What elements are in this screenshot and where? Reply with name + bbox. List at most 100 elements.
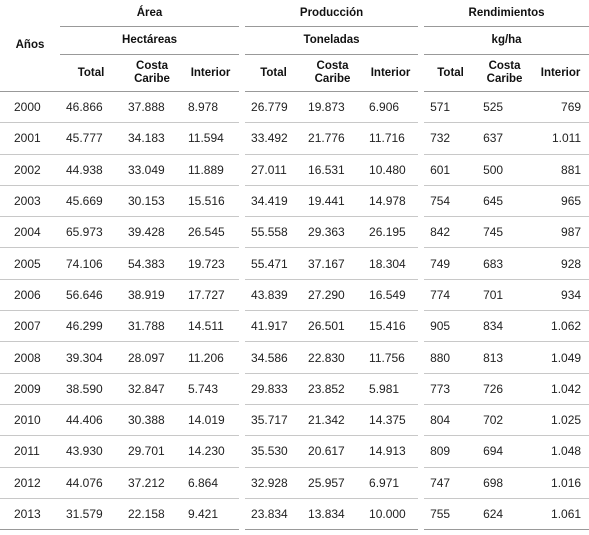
cell-yield-interior: 1.048 <box>532 435 589 468</box>
col-header-yield-total: Total <box>418 54 478 92</box>
cell-yield-total: 749 <box>418 247 478 280</box>
cell-production-costa: 19.873 <box>302 91 364 124</box>
cell-yield-costa: 701 <box>477 279 533 312</box>
cell-area-interior: 17.727 <box>182 279 243 312</box>
cell-yield-total: 601 <box>418 154 478 186</box>
cell-yield-total: 842 <box>418 216 478 249</box>
cell-area-costa: 37.888 <box>122 91 182 124</box>
cell-production-total: 33.492 <box>239 122 303 155</box>
cell-area-interior: 15.516 <box>182 185 243 218</box>
cell-yield-costa: 694 <box>477 435 533 468</box>
cell-area-costa: 38.919 <box>122 279 182 312</box>
cell-yield-costa: 683 <box>477 247 533 280</box>
cell-production-interior: 18.304 <box>363 247 422 280</box>
cell-production-total: 29.833 <box>239 373 303 405</box>
cell-production-total: 32.928 <box>239 467 303 499</box>
cell-area-interior: 8.978 <box>182 91 243 124</box>
cell-production-total: 35.530 <box>239 435 303 468</box>
cell-area-interior: 11.206 <box>182 341 243 374</box>
year-cell: 2006 <box>0 279 60 312</box>
cell-yield-total: 747 <box>418 467 478 499</box>
cell-yield-total: 804 <box>418 404 478 437</box>
cell-production-total: 55.471 <box>239 247 303 280</box>
cell-area-total: 65.973 <box>60 216 122 249</box>
cell-yield-interior: 1.049 <box>532 341 589 374</box>
table-row: 2008 39.304 28.097 11.206 34.586 22.830 11.756… <box>0 341 589 374</box>
cell-yield-total: 905 <box>418 310 478 343</box>
cell-production-interior: 6.971 <box>363 467 422 499</box>
cell-area-interior: 19.723 <box>182 247 243 280</box>
cell-production-interior: 26.195 <box>363 216 422 249</box>
cell-yield-interior: 1.061 <box>532 498 589 531</box>
cell-yield-total: 755 <box>418 498 478 531</box>
cell-production-interior: 10.000 <box>363 498 422 531</box>
year-cell: 2004 <box>0 216 60 249</box>
table-header: Años Área Producción Rendimientos Hectár… <box>0 0 589 92</box>
cell-production-costa: 27.290 <box>302 279 364 312</box>
table-row: 2009 38.590 32.847 5.743 29.833 23.852 5.981 77… <box>0 373 589 405</box>
cell-area-total: 44.406 <box>60 404 122 437</box>
year-cell: 2002 <box>0 154 60 186</box>
cell-production-total: 34.419 <box>239 185 303 218</box>
col-header-yield-costa: Costa Caribe <box>477 54 533 92</box>
year-cell: 2009 <box>0 373 60 405</box>
table-row: 2013 31.579 22.158 9.421 23.834 13.834 10.000 7… <box>0 498 589 531</box>
cell-area-total: 39.304 <box>60 341 122 374</box>
cell-yield-interior: 881 <box>532 154 589 186</box>
cell-area-costa: 32.847 <box>122 373 182 405</box>
cell-production-costa: 13.834 <box>302 498 364 531</box>
cell-area-total: 74.106 <box>60 247 122 280</box>
group-unit-yield: kg/ha <box>418 26 589 55</box>
cell-yield-costa: 525 <box>477 91 533 124</box>
cell-area-interior: 26.545 <box>182 216 243 249</box>
cell-production-costa: 19.441 <box>302 185 364 218</box>
cell-yield-costa: 702 <box>477 404 533 437</box>
cell-yield-costa: 500 <box>477 154 533 186</box>
group-title-yield: Rendimientos <box>418 0 589 27</box>
cell-area-costa: 54.383 <box>122 247 182 280</box>
cell-yield-costa: 726 <box>477 373 533 405</box>
cell-yield-total: 732 <box>418 122 478 155</box>
cell-yield-total: 809 <box>418 435 478 468</box>
cell-production-interior: 14.375 <box>363 404 422 437</box>
col-header-production-costa: Costa Caribe <box>302 54 364 92</box>
cell-production-total: 26.779 <box>239 91 303 124</box>
cell-yield-total: 773 <box>418 373 478 405</box>
cell-area-total: 38.590 <box>60 373 122 405</box>
year-cell: 2007 <box>0 310 60 343</box>
year-cell: 2000 <box>0 91 60 124</box>
cell-production-costa: 37.167 <box>302 247 364 280</box>
table-row: 2006 56.646 38.919 17.727 43.839 27.290 16.549… <box>0 279 589 312</box>
cell-production-interior: 10.480 <box>363 154 422 186</box>
cell-yield-interior: 1.042 <box>532 373 589 405</box>
cell-yield-interior: 987 <box>532 216 589 249</box>
cell-production-interior: 11.716 <box>363 122 422 155</box>
cell-production-costa: 20.617 <box>302 435 364 468</box>
cell-yield-costa: 813 <box>477 341 533 374</box>
cell-yield-interior: 1.011 <box>532 122 589 155</box>
cell-area-total: 45.777 <box>60 122 122 155</box>
table-row: 2010 44.406 30.388 14.019 35.717 21.342 14.375… <box>0 404 589 437</box>
cell-area-costa: 39.428 <box>122 216 182 249</box>
cell-area-costa: 31.788 <box>122 310 182 343</box>
year-cell: 2003 <box>0 185 60 218</box>
col-header-production-interior: Interior <box>363 54 422 92</box>
cell-area-interior: 11.889 <box>182 154 243 186</box>
year-cell: 2012 <box>0 467 60 499</box>
cell-yield-interior: 769 <box>532 91 589 124</box>
table-row: 2002 44.938 33.049 11.889 27.011 16.531 10.480… <box>0 154 589 186</box>
cell-yield-interior: 928 <box>532 247 589 280</box>
cell-area-total: 43.930 <box>60 435 122 468</box>
col-header-area-total: Total <box>60 54 122 92</box>
table-row: 2012 44.076 37.212 6.864 32.928 25.957 6.971 74… <box>0 467 589 499</box>
cell-production-interior: 6.906 <box>363 91 422 124</box>
table-row: 2001 45.777 34.183 11.594 33.492 21.776 11.716… <box>0 122 589 155</box>
col-header-area-costa: Costa Caribe <box>122 54 182 92</box>
cell-area-total: 44.938 <box>60 154 122 186</box>
cell-production-total: 27.011 <box>239 154 303 186</box>
cell-yield-costa: 645 <box>477 185 533 218</box>
cell-yield-costa: 637 <box>477 122 533 155</box>
cell-yield-costa: 624 <box>477 498 533 531</box>
year-cell: 2010 <box>0 404 60 437</box>
year-cell: 2011 <box>0 435 60 468</box>
